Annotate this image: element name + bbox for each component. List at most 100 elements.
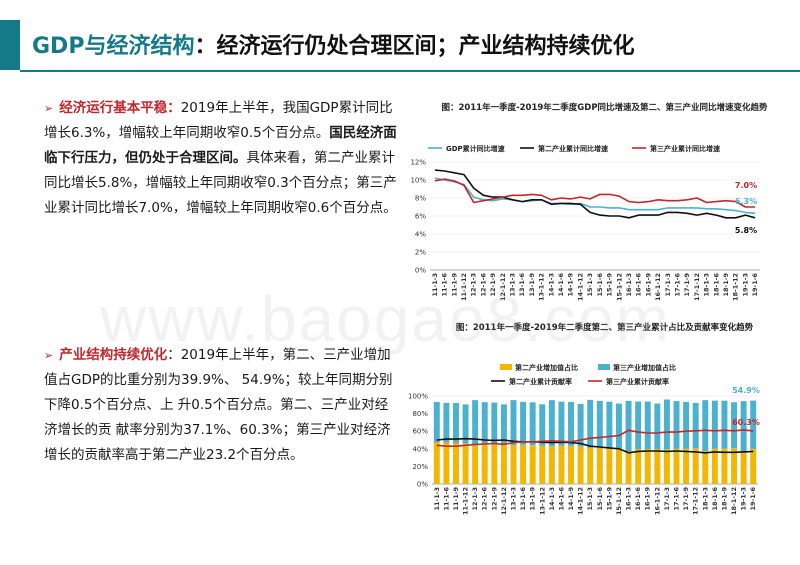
series-line	[436, 437, 754, 454]
x-tick-label: 19-1-3	[740, 487, 748, 511]
paragraph-structure: ➢ 产业结构持续优化：2019年上半年，第二、三产业增加值占GDP的比重分别为39…	[44, 343, 394, 468]
bar	[481, 402, 488, 444]
bar	[568, 445, 575, 484]
y-tick-label: 4%	[415, 231, 426, 239]
y-tick-label: 20%	[412, 463, 428, 471]
x-tick-label: 13-1-3	[510, 487, 518, 511]
bar	[510, 445, 517, 484]
bar	[596, 400, 603, 448]
bar	[683, 448, 690, 484]
x-tick-label: 17-1-12	[692, 487, 700, 515]
bar	[731, 402, 738, 449]
x-tick-label: 18-1-6	[711, 487, 719, 511]
paragraph1-text2: 具体来看，第二产业累计同比增长5.8%，增幅较上年同期收窄0.3个百分点；第三产…	[44, 150, 397, 216]
x-tick-label: 17-1-9	[683, 273, 691, 297]
x-tick-label: 11-1-9	[450, 273, 458, 297]
y-tick-label: 40%	[412, 445, 428, 453]
x-tick-label: 12-1-12	[499, 273, 507, 301]
x-tick-label: 17-1-6	[673, 487, 681, 511]
x-tick-label: 14-1-12	[576, 273, 584, 301]
bar	[750, 400, 757, 449]
x-tick-label: 12-1-6	[479, 273, 487, 297]
x-tick-label: 15-1-6	[596, 273, 604, 297]
legend-label: GDP累计同比增速	[446, 144, 505, 153]
x-tick-label: 17-1-9	[682, 487, 690, 511]
y-tick-label: 12%	[410, 159, 426, 167]
x-tick-label: 15-1-12	[615, 273, 623, 301]
x-tick-label: 16-1-3	[625, 273, 633, 297]
bar	[654, 448, 661, 484]
x-tick-label: 18-1-9	[722, 273, 730, 297]
data-label: 6.3%	[735, 197, 757, 206]
bar	[510, 400, 517, 446]
bar	[462, 443, 469, 484]
paragraph1-keyword: 经济运行基本平稳：	[59, 100, 181, 116]
bar	[500, 444, 507, 484]
legend-label: 第二产业增加值占比	[515, 363, 578, 372]
bar	[443, 402, 450, 443]
data-label: 5.8%	[735, 226, 757, 235]
title-bar: GDP与经济结构：经济运行仍处合理区间；产业结构持续优化	[0, 20, 800, 70]
x-tick-label: 15-1-9	[605, 487, 613, 511]
bar	[625, 400, 632, 451]
x-tick-label: 13-1-6	[519, 487, 527, 511]
data-label: 54.9%	[732, 386, 760, 395]
y-tick-label: 0%	[415, 267, 426, 275]
x-tick-label: 13-1-3	[509, 273, 517, 297]
legend-label: 第二产业累计贡献率	[509, 377, 572, 386]
legend-label: 第三产业增加值占比	[613, 363, 676, 372]
title-divider	[20, 70, 800, 72]
x-tick-label: 14-1-9	[567, 273, 575, 297]
x-tick-label: 13-1-12	[538, 273, 546, 301]
x-tick-label: 13-1-9	[528, 273, 536, 297]
series-line	[434, 169, 756, 219]
bar	[452, 403, 459, 443]
bar	[721, 400, 728, 449]
x-tick-label: 13-1-6	[518, 273, 526, 297]
legend-label: 第三产业累计贡献率	[606, 377, 669, 386]
x-tick-label: 15-1-9	[606, 273, 614, 297]
bar	[539, 445, 546, 484]
x-tick-label: 16-1-6	[635, 273, 643, 297]
bar	[683, 401, 690, 449]
bar	[644, 401, 651, 450]
x-tick-label: 16-1-9	[644, 273, 652, 297]
x-tick-label: 19-1-3	[741, 273, 749, 297]
bar	[529, 402, 536, 446]
x-tick-label: 16-1-12	[653, 487, 661, 515]
bar	[472, 400, 479, 445]
bar	[721, 448, 728, 484]
bar	[500, 404, 507, 445]
bar	[711, 400, 718, 449]
arrow-bullet-icon: ➢	[44, 102, 54, 115]
x-tick-label: 14-1-3	[547, 273, 555, 297]
bar	[491, 402, 498, 445]
bar	[481, 443, 488, 484]
bar	[663, 449, 670, 484]
bar	[635, 449, 642, 484]
bar	[606, 401, 613, 448]
x-tick-label: 13-1-9	[529, 487, 537, 511]
bar	[692, 402, 699, 449]
x-tick-label: 18-1-6	[712, 273, 720, 297]
legend-label: 第三产业累计同比增速	[650, 144, 720, 153]
x-tick-label: 11-1-3	[433, 487, 441, 511]
paragraph1-text1: 2019年上半年，我国GDP累计同比增长6.3%，增幅较上年同期收窄0.5个百分…	[44, 100, 393, 141]
chart2-title: 图：2011年一季度-2019年二季度第二、第三产业累计占比及贡献率变化趋势	[455, 323, 754, 333]
y-tick-label: 10%	[410, 177, 426, 185]
bar	[548, 446, 555, 484]
data-label: 60.3%	[732, 418, 760, 427]
paragraph1-bold: 国民经济面临下行压力，但仍处于合理区间。	[44, 125, 397, 166]
bar	[577, 446, 584, 484]
x-tick-label: 17-1-3	[664, 273, 672, 297]
x-tick-label: 18-1-12	[730, 487, 738, 515]
x-tick-label: 19-1-6	[751, 273, 759, 297]
bar	[740, 451, 747, 484]
bar	[491, 444, 498, 484]
x-tick-label: 16-1-12	[654, 273, 662, 301]
bar	[433, 401, 440, 443]
x-tick-label: 12-1-6	[481, 487, 489, 511]
series-line	[436, 429, 754, 448]
legend-label: 第二产业累计同比增速	[538, 144, 608, 153]
x-tick-label: 15-1-3	[586, 487, 594, 511]
